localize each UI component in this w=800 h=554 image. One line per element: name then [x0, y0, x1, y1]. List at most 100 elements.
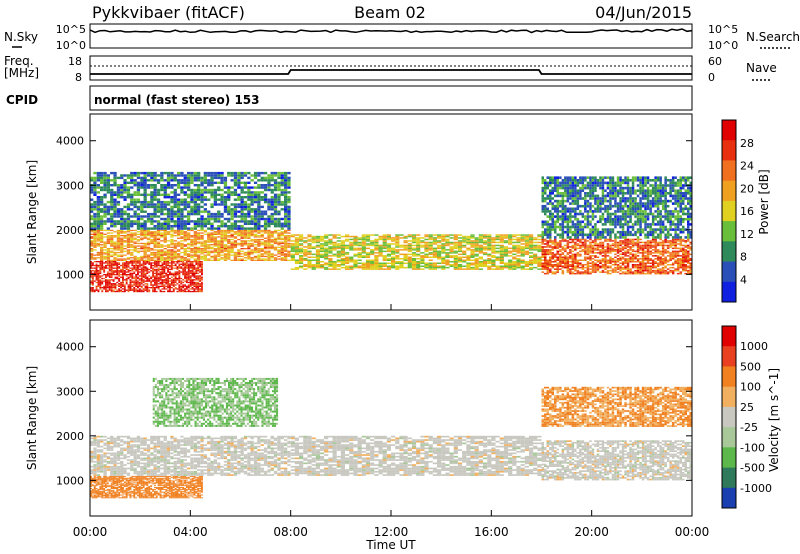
heatmap-cell	[133, 261, 136, 263]
heatmap-cell	[416, 265, 421, 267]
heatmap-cell	[382, 250, 387, 253]
heatmap-cell	[280, 227, 284, 230]
heatmap-cell	[173, 242, 177, 245]
heatmap-cell	[122, 268, 124, 271]
heatmap-cell	[508, 266, 513, 269]
heatmap-cell	[277, 193, 281, 196]
heatmap-cell	[220, 193, 224, 196]
heatmap-cell	[611, 258, 615, 260]
heatmap-cell	[634, 243, 637, 245]
heatmap-cell	[491, 238, 496, 241]
heatmap-cell	[503, 240, 509, 242]
heatmap-cell	[135, 288, 138, 290]
heatmap-cell	[103, 229, 107, 232]
heatmap-cell	[131, 264, 134, 267]
heatmap-cell	[146, 279, 149, 281]
heatmap-cell	[190, 200, 194, 204]
heatmap-cell	[143, 188, 147, 192]
heatmap-cell	[594, 238, 597, 241]
heatmap-cell	[183, 200, 187, 204]
heatmap-cell	[287, 246, 291, 248]
heatmap-cell	[247, 251, 251, 254]
heatmap-cell	[277, 229, 281, 232]
heatmap-cell	[184, 290, 186, 293]
heatmap-cell	[462, 265, 467, 267]
heatmap-cell	[483, 235, 488, 238]
heatmap-cell	[217, 174, 221, 177]
heatmap-cell	[556, 244, 559, 247]
heatmap-cell	[172, 288, 175, 290]
heatmap-cell	[457, 247, 463, 250]
heatmap-cell	[163, 208, 167, 211]
heatmap-cell	[223, 253, 228, 255]
heatmap-cell	[594, 252, 597, 254]
heatmap-cell	[361, 246, 366, 248]
heatmap-cell	[407, 243, 412, 245]
heatmap-cell	[193, 184, 197, 187]
heatmap-cell	[183, 181, 187, 184]
heatmap-cell	[634, 264, 637, 266]
heatmap-cell	[116, 249, 121, 251]
heatmap-cell	[184, 266, 186, 268]
heatmap-cell	[210, 259, 214, 261]
heatmap-cell	[193, 198, 197, 201]
heatmap-cell	[91, 290, 94, 293]
heatmap-cell	[180, 210, 184, 213]
heatmap-cell	[584, 240, 587, 242]
heatmap-cell	[428, 266, 433, 269]
heatmap-cell	[328, 262, 333, 264]
heatmap-cell	[424, 264, 429, 266]
heatmap-cell	[99, 280, 102, 282]
heatmap-cell	[495, 244, 500, 247]
heatmap-cell	[170, 290, 173, 293]
heatmap-cell	[197, 254, 201, 256]
heatmap-cell	[220, 241, 224, 243]
heatmap-cell	[428, 265, 433, 267]
heatmap-cell	[95, 276, 98, 278]
heatmap-cell	[126, 242, 131, 245]
heatmap-cell	[114, 274, 117, 276]
heatmap-cell	[386, 266, 391, 269]
heatmap-cell	[91, 272, 94, 274]
heatmap-cell	[106, 240, 110, 242]
heatmap-cell	[636, 259, 640, 261]
heatmap-cell	[126, 203, 131, 206]
heatmap-cell	[156, 225, 161, 228]
heatmap-cell	[114, 290, 117, 293]
heatmap-cell	[609, 244, 612, 247]
heatmap-cell	[574, 246, 577, 248]
heatmap-cell	[391, 240, 396, 242]
heatmap-cell	[466, 262, 471, 264]
heatmap-cell	[197, 176, 201, 180]
heatmap-cell	[137, 261, 139, 263]
heatmap-cell	[253, 244, 258, 246]
heatmap-cell	[163, 222, 167, 225]
heatmap-cell	[546, 244, 549, 247]
heatmap-cell	[240, 236, 244, 238]
heatmap-cell	[217, 231, 221, 233]
heatmap-cell	[178, 285, 181, 287]
heatmap-cell	[478, 237, 483, 239]
heatmap-cell	[559, 256, 562, 258]
heatmap-cell	[146, 232, 151, 234]
heatmap-cell	[143, 222, 147, 225]
heatmap-cell	[100, 188, 104, 192]
heatmap-cell	[299, 252, 304, 254]
heatmap-cell	[142, 290, 145, 293]
heatmap-cell	[332, 262, 337, 264]
heatmap-cell	[126, 193, 131, 196]
heatmap-cell	[284, 237, 288, 239]
heatmap-cell	[395, 246, 400, 248]
heatmap-cell	[267, 205, 271, 209]
heatmap-cell	[160, 222, 164, 225]
heatmap-cell	[243, 222, 248, 225]
heatmap-cell	[474, 258, 479, 260]
heatmap-cell	[332, 241, 337, 244]
heatmap-cell	[180, 236, 184, 238]
heatmap-cell	[163, 276, 166, 278]
heatmap-cell	[120, 251, 124, 254]
heatmap-cell	[223, 255, 228, 258]
heatmap-cell	[247, 242, 251, 245]
heatmap-cell	[120, 225, 124, 228]
heatmap-cell	[133, 250, 137, 252]
